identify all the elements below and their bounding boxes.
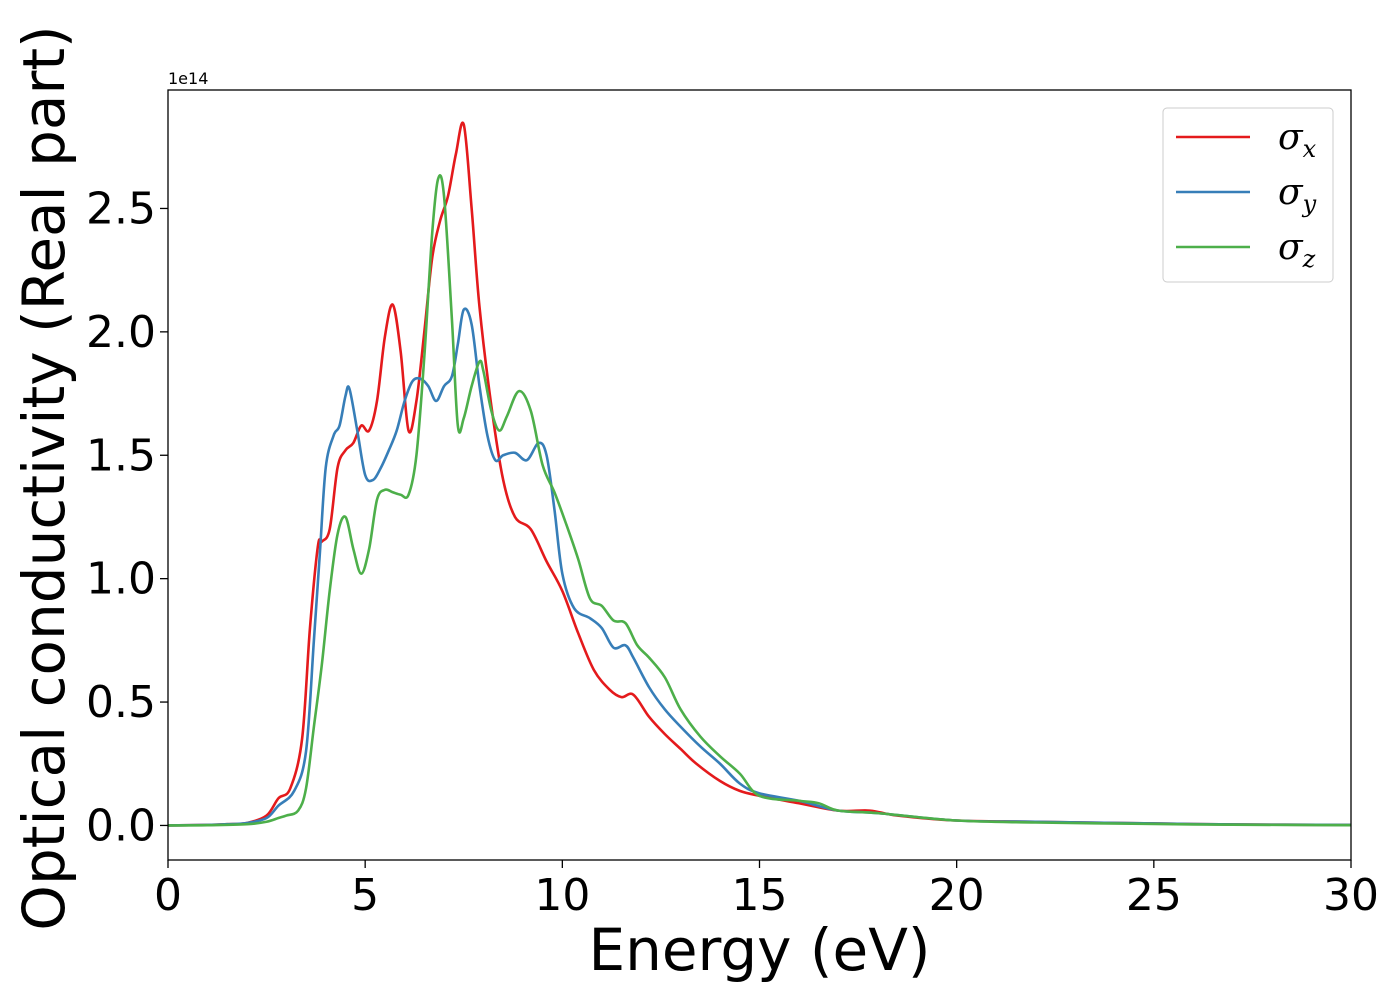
x-tick-label: 15 (732, 870, 788, 921)
x-tick-label: 10 (534, 870, 590, 921)
y-tick-label: 1.0 (86, 554, 156, 605)
y-axis: 0.0 0.5 1.0 1.5 2.0 2.5 (86, 183, 168, 851)
x-axis-title: Energy (eV) (588, 916, 930, 984)
y-tick-label: 0.0 (86, 800, 156, 851)
series-line-y (167, 307, 1352, 827)
legend-label-y: σy (1278, 172, 1317, 218)
y-tick-label: 2.5 (86, 183, 156, 234)
legend-label-x: σx (1278, 117, 1317, 163)
y-tick-label: 1.5 (86, 430, 156, 481)
legend-box (1162, 107, 1334, 283)
series-line-z (167, 174, 1352, 827)
legend-label-z: σz (1278, 227, 1316, 273)
x-tick-label: 20 (929, 870, 985, 921)
x-tick-label: 5 (351, 870, 379, 921)
x-tick-label: 25 (1126, 870, 1182, 921)
x-tick-label: 30 (1323, 870, 1379, 921)
y-tick-label: 2.0 (86, 307, 156, 358)
legend: σx σy σz (1162, 107, 1334, 283)
y-offset-label: 1e14 (168, 69, 208, 88)
y-axis-title: Optical conductivity (Real part) (10, 25, 78, 930)
x-axis: 0 5 10 15 20 25 30 (154, 860, 1379, 921)
series-layer (167, 121, 1352, 827)
x-tick-label: 0 (154, 870, 182, 921)
y-tick-label: 0.5 (86, 677, 156, 728)
legend-entries: σx σy σz (1176, 117, 1317, 273)
